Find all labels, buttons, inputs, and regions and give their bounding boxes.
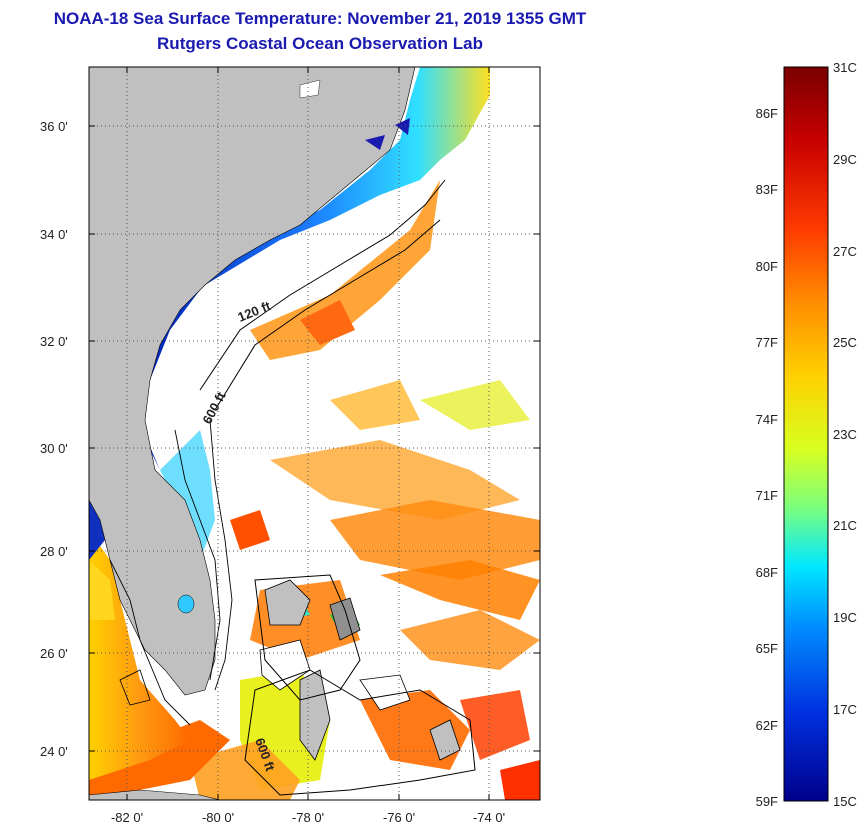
map-title: NOAA-18 Sea Surface Temperature: Novembe… <box>53 9 587 28</box>
lake-okeechobee <box>177 594 195 614</box>
lat-label: 36 0' <box>40 119 68 134</box>
lat-label: 34 0' <box>40 227 68 242</box>
colorbar-c-label: 31C <box>833 60 857 75</box>
lat-label: 30 0' <box>40 441 68 456</box>
land-mass <box>89 67 416 696</box>
map-subtitle: Rutgers Coastal Ocean Observation Lab <box>157 34 483 53</box>
lon-label: -78 0' <box>292 810 324 825</box>
colorbar-f-label: 80F <box>756 259 778 274</box>
lon-label: -74 0' <box>473 810 505 825</box>
lat-label: 24 0' <box>40 744 68 759</box>
colorbar-f-label: 77F <box>756 335 778 350</box>
colorbar-c-label: 29C <box>833 152 857 167</box>
plot-frame <box>88 66 541 801</box>
colorbar-f-label: 68F <box>756 565 778 580</box>
gulf-shelf-sst <box>89 530 190 780</box>
colorbar-f-label: 71F <box>756 488 778 503</box>
colorbar-f-label: 62F <box>756 718 778 733</box>
colorbar-f-label: 86F <box>756 106 778 121</box>
colorbar-c-label: 15C <box>833 794 857 809</box>
colorbar-c-label: 19C <box>833 610 857 625</box>
colorbar-f-label: 59F <box>756 794 778 809</box>
lon-label: -80 0' <box>202 810 234 825</box>
colorbar <box>783 66 829 802</box>
coastal-cold-band <box>130 67 490 470</box>
lat-label: 32 0' <box>40 334 68 349</box>
colorbar-c-label: 21C <box>833 518 857 533</box>
colorbar-c-label: 17C <box>833 702 857 717</box>
colorbar-f-label: 83F <box>756 182 778 197</box>
colorbar-f-label: 74F <box>756 412 778 427</box>
axis-ticks <box>89 67 540 800</box>
colorbar-c-label: 23C <box>833 427 857 442</box>
colorbar-c-label: 25C <box>833 335 857 350</box>
colorbar-f-label: 65F <box>756 641 778 656</box>
lon-label: -82 0' <box>111 810 143 825</box>
lat-label: 28 0' <box>40 544 68 559</box>
lat-label: 26 0' <box>40 646 68 661</box>
lon-label: -76 0' <box>383 810 415 825</box>
colorbar-c-label: 27C <box>833 244 857 259</box>
